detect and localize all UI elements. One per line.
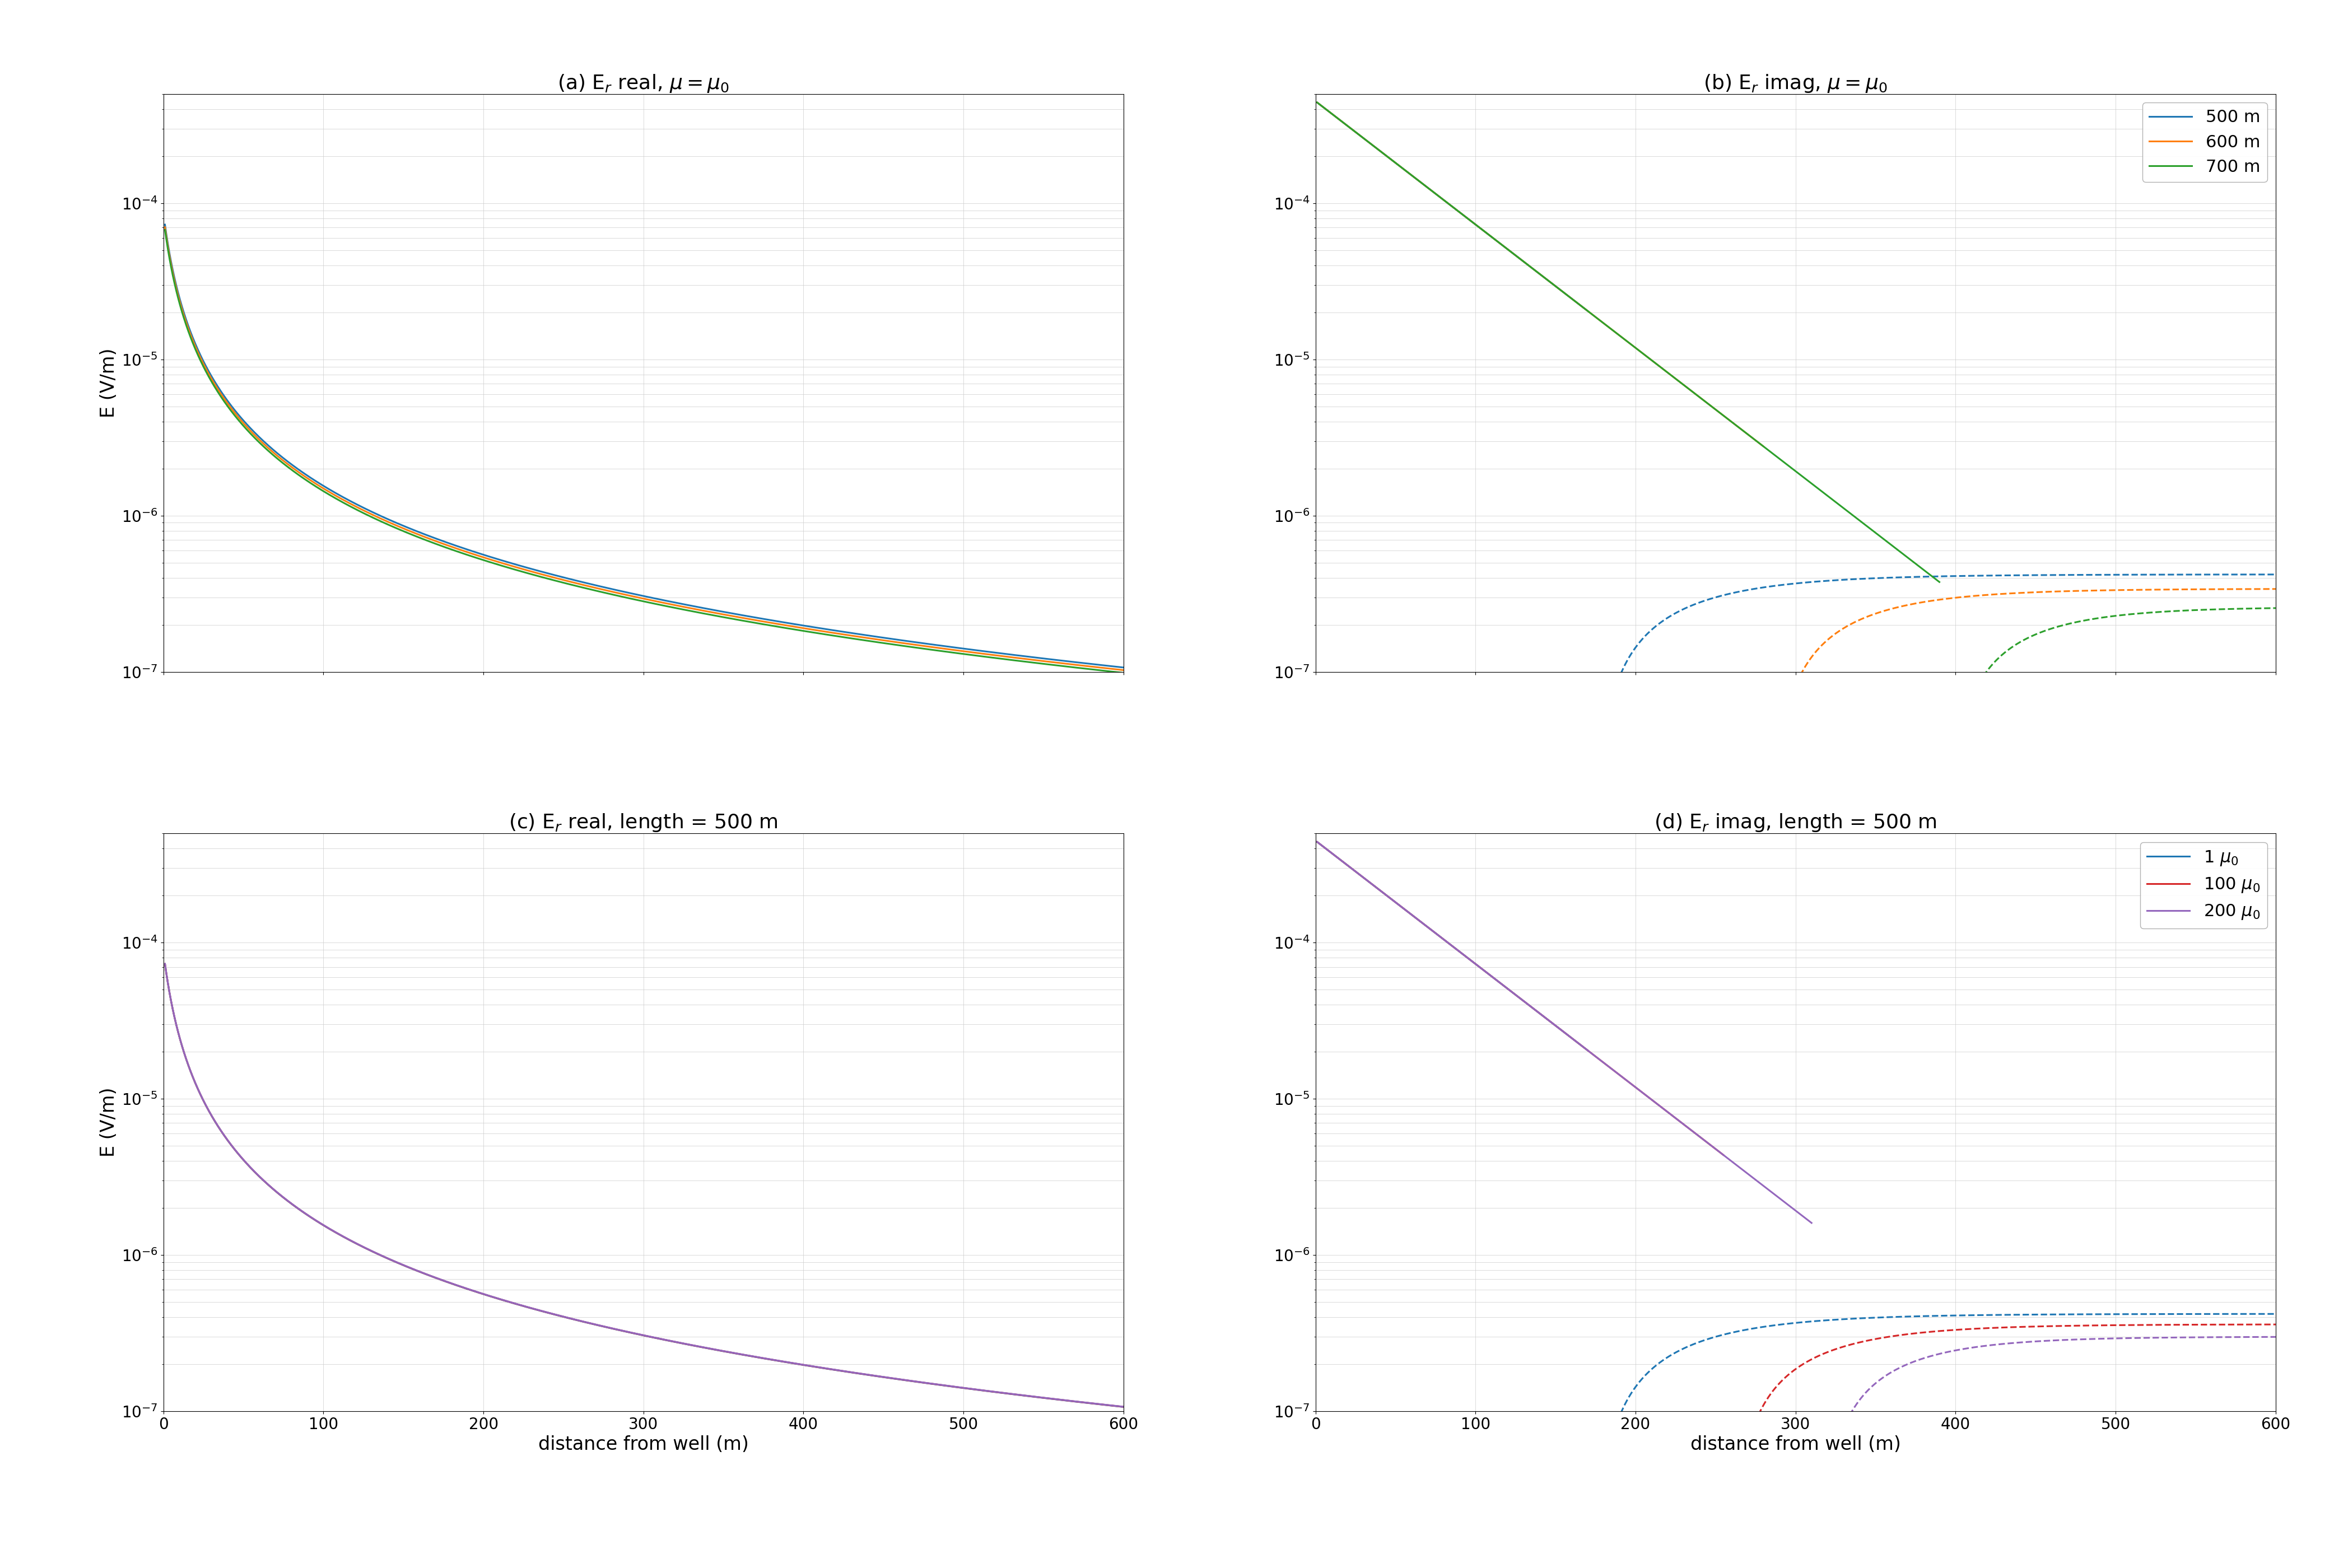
Legend: 500 m, 600 m, 700 m: 500 m, 600 m, 700 m bbox=[2143, 102, 2266, 182]
Title: (c) E$_r$ real, length = 500 m: (c) E$_r$ real, length = 500 m bbox=[509, 812, 777, 834]
Title: (a) E$_r$ real, $\mu = \mu_0$: (a) E$_r$ real, $\mu = \mu_0$ bbox=[558, 72, 728, 94]
X-axis label: distance from well (m): distance from well (m) bbox=[1690, 1435, 1900, 1454]
Title: (d) E$_r$ imag, length = 500 m: (d) E$_r$ imag, length = 500 m bbox=[1655, 812, 1937, 834]
X-axis label: distance from well (m): distance from well (m) bbox=[539, 1435, 749, 1454]
Y-axis label: E (V/m): E (V/m) bbox=[100, 348, 119, 417]
Y-axis label: E (V/m): E (V/m) bbox=[100, 1088, 119, 1157]
Title: (b) E$_r$ imag, $\mu = \mu_0$: (b) E$_r$ imag, $\mu = \mu_0$ bbox=[1704, 72, 1888, 94]
Legend: 1 $\mu_0$, 100 $\mu_0$, 200 $\mu_0$: 1 $\mu_0$, 100 $\mu_0$, 200 $\mu_0$ bbox=[2140, 842, 2266, 928]
